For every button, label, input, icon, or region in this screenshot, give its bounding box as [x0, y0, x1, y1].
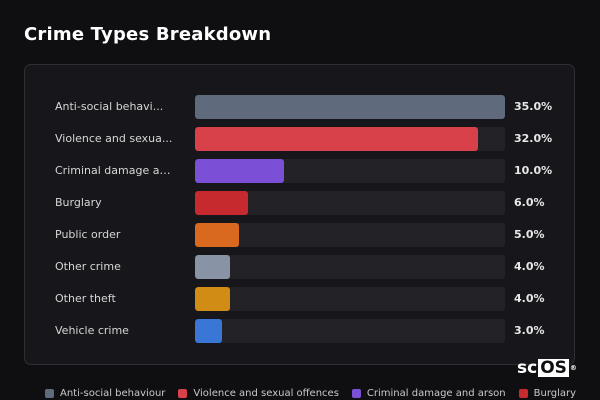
bar-value-label: 10.0% [514, 164, 553, 177]
bar-value-label: 3.0% [514, 324, 545, 337]
bar [195, 255, 231, 279]
bar-row: Other crime 4.0% [25, 255, 574, 279]
bar [195, 287, 231, 311]
legend-swatch [45, 388, 54, 398]
bar-track [195, 223, 505, 247]
legend-label: Criminal damage and arson [366, 387, 506, 399]
bar [195, 223, 240, 247]
bar-row: Anti-social behavi... 35.0% [25, 95, 574, 119]
bar-track [195, 319, 505, 343]
bar-row: Vehicle crime 3.0% [25, 319, 574, 343]
bar [195, 95, 505, 119]
bar-track [195, 127, 505, 151]
bar-track [195, 95, 505, 119]
legend-item: Burglary [518, 386, 577, 400]
bar-row: Burglary 6.0% [25, 191, 574, 215]
bar-value-label: 35.0% [514, 100, 553, 113]
chart-panel: Anti-social behavi... 35.0% Violence and s… [24, 64, 575, 365]
legend-swatch [518, 388, 528, 398]
bar-track [195, 159, 505, 183]
bar [195, 319, 222, 343]
chart-title: Crime Types Breakdown [24, 24, 272, 45]
bar-value-label: 5.0% [514, 228, 545, 241]
bar-row: Public order 5.0% [25, 223, 574, 247]
bar-category-label: Public order [55, 228, 121, 241]
bar-category-label: Violence and sexua... [55, 132, 173, 145]
bar-category-label: Other crime [55, 260, 121, 273]
bar-row: Other theft 4.0% [25, 287, 574, 311]
bar-track [195, 255, 505, 279]
bar-category-label: Criminal damage an... [55, 164, 173, 177]
bar-category-label: Burglary [55, 196, 102, 209]
bar-track [195, 287, 505, 311]
bar-category-label: Other theft [55, 292, 116, 305]
legend-label: Burglary [533, 387, 577, 399]
bar [195, 127, 479, 151]
bar-track [195, 191, 505, 215]
bar-value-label: 6.0% [514, 196, 545, 209]
legend-label: Anti-social behaviour [60, 387, 166, 399]
bar [195, 191, 249, 215]
legend-swatch [351, 388, 361, 398]
legend-item: Criminal damage and arson [351, 386, 506, 400]
bar-value-label: 4.0% [514, 260, 545, 273]
bar-value-label: 32.0% [514, 132, 553, 145]
bar-category-label: Anti-social behavi... [55, 100, 164, 113]
bar-row: Violence and sexua... 32.0% [25, 127, 574, 151]
legend-item: Anti-social behaviour [45, 386, 165, 400]
bar-row: Criminal damage an... 10.0% [25, 159, 574, 183]
chart-legend: Anti-social behaviour Violence and sexual… [45, 386, 576, 400]
bar-value-label: 4.0% [514, 292, 545, 305]
legend-label: Violence and sexual offences [193, 387, 339, 399]
legend-swatch [178, 388, 188, 398]
scos-logo: sc OS ® [517, 358, 577, 378]
bar-category-label: Vehicle crime [55, 324, 129, 337]
legend-item: Violence and sexual offences [178, 386, 339, 400]
bar [195, 159, 284, 183]
